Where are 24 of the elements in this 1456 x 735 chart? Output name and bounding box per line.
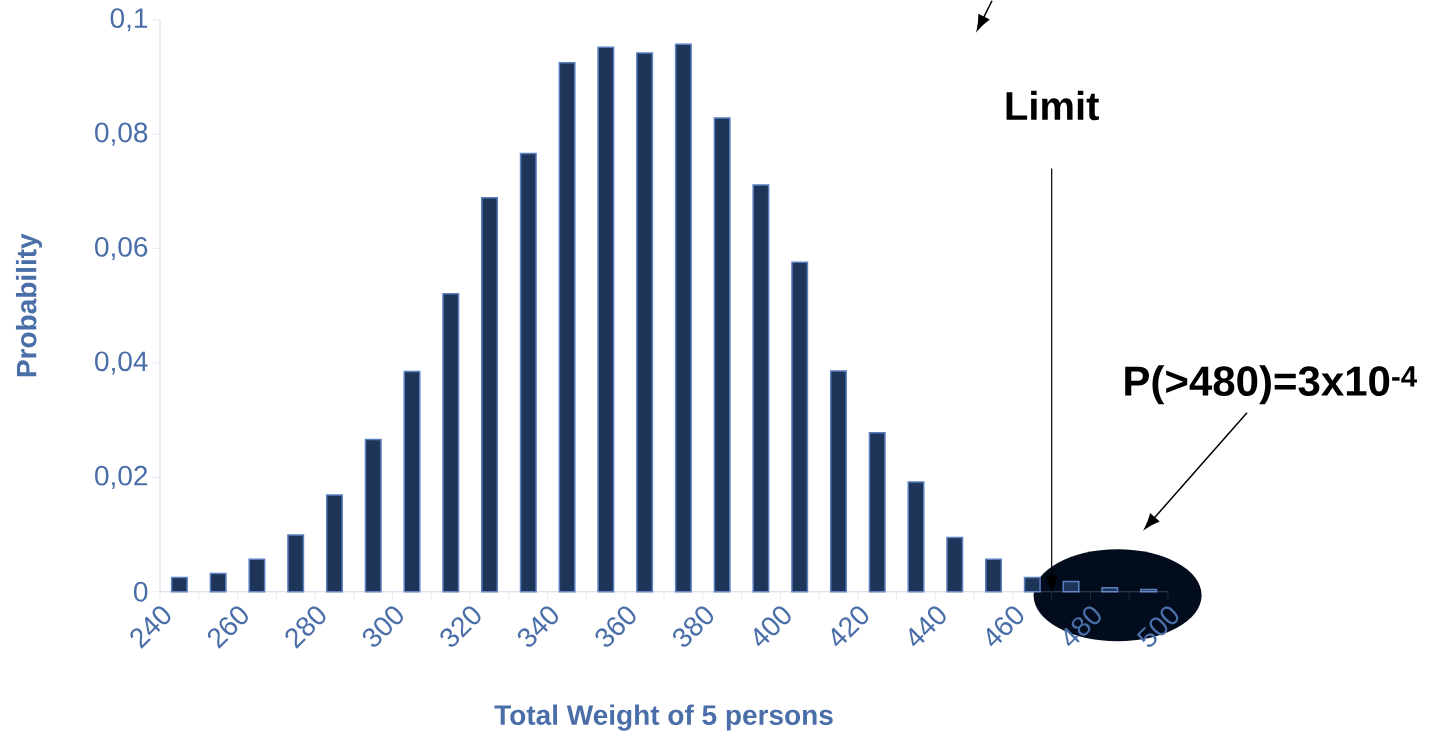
x-tick-label: 240	[130, 606, 171, 649]
x-tick-label: 420	[831, 606, 869, 647]
x-tick-label: 320	[440, 606, 481, 647]
x-tick-label: 280	[285, 606, 326, 649]
y-tick-label: 0,04	[95, 351, 148, 375]
x-tick-label: 460	[986, 606, 1024, 647]
x-tick-label: 360	[595, 606, 636, 647]
y-tick-label: 0,08	[95, 122, 148, 146]
annotation: P(>480)=3x10$^{-4}$	[1125, 365, 1417, 405]
x-tick-label: 500	[1136, 606, 1179, 647]
x-tick-label: 400	[754, 606, 791, 647]
x-tick-label: 440	[909, 606, 946, 647]
x-axis-title: Total Weight of 5 persons	[494, 704, 833, 731]
ref-line-label: Limit	[1006, 91, 1099, 121]
y-tick-label: 0,1	[110, 8, 148, 32]
x-tick-label: 380	[673, 606, 714, 647]
y-tick-label: 0,06	[95, 237, 148, 261]
y-axis-title: Probability	[15, 233, 43, 377]
x-tick-label: 300	[362, 606, 403, 647]
x-tick-label: 480	[1064, 606, 1101, 647]
y-tick-label: 0	[134, 581, 148, 602]
y-tick-label: 0,02	[95, 465, 148, 490]
x-tick-label: 340	[517, 606, 559, 647]
x-tick-label: 260	[207, 606, 248, 649]
